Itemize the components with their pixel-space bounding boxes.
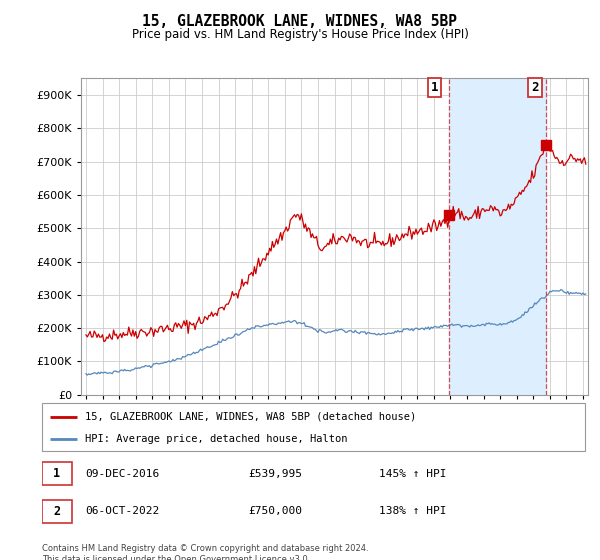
- Text: £750,000: £750,000: [248, 506, 302, 516]
- Text: 2: 2: [532, 81, 539, 94]
- Text: 138% ↑ HPI: 138% ↑ HPI: [379, 506, 446, 516]
- Text: 1: 1: [53, 467, 61, 480]
- Text: 09-DEC-2016: 09-DEC-2016: [85, 469, 160, 479]
- Text: 1: 1: [431, 81, 438, 94]
- Text: 2: 2: [53, 505, 61, 518]
- Text: 06-OCT-2022: 06-OCT-2022: [85, 506, 160, 516]
- Text: HPI: Average price, detached house, Halton: HPI: Average price, detached house, Halt…: [85, 434, 348, 444]
- Text: 15, GLAZEBROOK LANE, WIDNES, WA8 5BP: 15, GLAZEBROOK LANE, WIDNES, WA8 5BP: [143, 14, 458, 29]
- FancyBboxPatch shape: [42, 403, 585, 451]
- Text: £539,995: £539,995: [248, 469, 302, 479]
- Text: Price paid vs. HM Land Registry's House Price Index (HPI): Price paid vs. HM Land Registry's House …: [131, 28, 469, 41]
- Text: 145% ↑ HPI: 145% ↑ HPI: [379, 469, 446, 479]
- Text: 15, GLAZEBROOK LANE, WIDNES, WA8 5BP (detached house): 15, GLAZEBROOK LANE, WIDNES, WA8 5BP (de…: [85, 412, 416, 422]
- FancyBboxPatch shape: [42, 462, 72, 486]
- Text: Contains HM Land Registry data © Crown copyright and database right 2024.
This d: Contains HM Land Registry data © Crown c…: [42, 544, 368, 560]
- FancyBboxPatch shape: [42, 500, 72, 523]
- Bar: [449, 78, 546, 395]
